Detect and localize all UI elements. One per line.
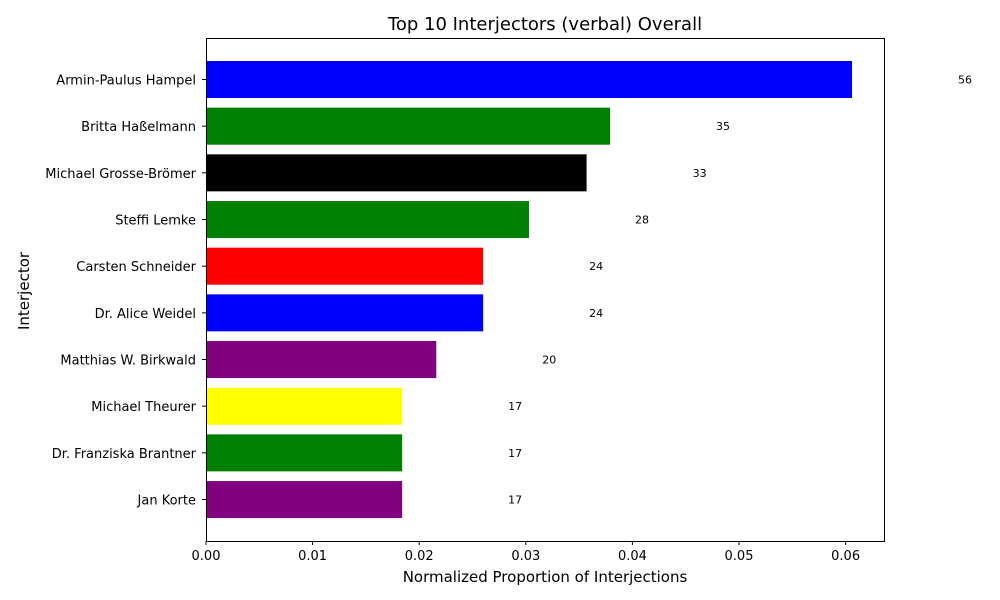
category-label: Dr. Alice Weidel <box>95 307 196 322</box>
category-labels: Armin-Paulus Hampel Britta Haßelmann Micha… <box>45 74 206 509</box>
bars-group <box>206 61 853 519</box>
data-label: 33 <box>693 167 707 180</box>
data-label: 24 <box>589 260 603 273</box>
bar <box>206 247 484 285</box>
x-tick-label: 0.00 <box>192 549 221 564</box>
data-labels: 56 35 33 28 24 24 20 17 17 17 <box>508 74 972 507</box>
bar <box>206 61 853 98</box>
category-label: Steffi Lemke <box>115 214 196 229</box>
data-label: 17 <box>508 400 522 413</box>
bar <box>206 107 611 145</box>
x-tick-label: 0.01 <box>298 549 327 564</box>
x-axis-title: Normalized Proportion of Interjections <box>403 568 688 586</box>
bar <box>206 387 403 425</box>
bar <box>206 154 587 192</box>
bar <box>206 201 530 239</box>
category-label: Jan Korte <box>137 494 196 509</box>
data-label: 17 <box>508 447 522 460</box>
x-tick-label: 0.03 <box>511 549 540 564</box>
data-label: 24 <box>589 307 603 320</box>
category-label: Michael Theurer <box>91 400 196 415</box>
bar <box>206 294 484 332</box>
category-label: Carsten Schneider <box>76 260 196 275</box>
data-label: 35 <box>716 120 730 133</box>
data-label: 20 <box>542 354 556 367</box>
bar <box>206 434 403 472</box>
y-axis-title: Interjector <box>15 251 33 330</box>
x-tick-label: 0.04 <box>618 549 647 564</box>
x-tick-label: 0.06 <box>831 549 860 564</box>
x-tick-label: 0.02 <box>405 549 434 564</box>
category-label: Britta Haßelmann <box>81 120 196 135</box>
x-tick-label: 0.05 <box>725 549 754 564</box>
data-label: 17 <box>508 494 522 507</box>
category-label: Dr. Franziska Brantner <box>52 447 197 462</box>
chart-title: Top 10 Interjectors (verbal) Overall <box>387 14 702 35</box>
bar <box>206 341 437 379</box>
category-label: Michael Grosse-Brömer <box>45 167 196 182</box>
data-label: 28 <box>635 214 649 227</box>
category-label: Armin-Paulus Hampel <box>56 74 196 89</box>
category-label: Matthias W. Birkwald <box>60 354 196 369</box>
bar <box>206 481 403 519</box>
data-label: 56 <box>958 74 972 87</box>
plot-frame <box>206 38 885 542</box>
x-axis-ticks: 0.00 0.01 0.02 0.03 0.04 0.05 0.06 <box>192 541 860 564</box>
